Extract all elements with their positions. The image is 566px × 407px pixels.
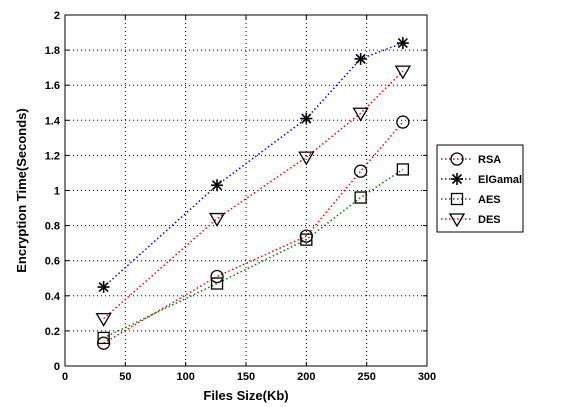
legend-label-des: DES (478, 214, 501, 226)
y-axis-title: Encryption Time(Seconds) (14, 108, 29, 272)
y-tick-label: 0.4 (45, 291, 61, 303)
data-point-aes (210, 277, 224, 290)
legend-item-elgamal: ElGamal (441, 173, 522, 186)
series-des (95, 65, 411, 327)
y-tick-label: 1.8 (45, 45, 60, 57)
triangle-marker (208, 212, 226, 227)
data-point-rsa (353, 164, 368, 178)
asterisk-marker (211, 179, 224, 192)
y-tick-label: 2 (54, 10, 60, 22)
circle-marker (450, 152, 464, 166)
data-point-elgamal (396, 37, 409, 50)
legend: RSA ElGamal AES DES (436, 144, 524, 233)
circle-marker (210, 269, 224, 284)
y-tick-label: 1.4 (45, 115, 61, 127)
square-marker (354, 191, 367, 204)
legend-item-aes: AES (441, 192, 501, 206)
data-point-aes (97, 331, 110, 345)
y-tick-label: 0 (54, 361, 60, 373)
asterisk-marker (300, 112, 313, 125)
x-tick-label: 150 (237, 371, 255, 383)
triangle-marker (352, 107, 369, 122)
data-point-des (95, 312, 112, 327)
x-tick-label: 0 (62, 371, 68, 383)
data-point-aes (300, 233, 313, 246)
x-tick-label: 250 (357, 371, 375, 383)
data-point-des (298, 151, 315, 166)
asterisk-marker (97, 281, 110, 294)
y-tick-label: 0.8 (45, 221, 60, 233)
data-point-des (352, 107, 369, 122)
triangle-marker (394, 65, 411, 80)
square-marker (450, 192, 464, 206)
data-point-des (208, 212, 226, 227)
x-axis-title: Files Size(Kb) (203, 388, 288, 403)
x-tick-label: 300 (418, 371, 436, 383)
x-tick-label: 100 (176, 371, 194, 383)
data-point-aes (396, 163, 410, 176)
square-marker (210, 277, 224, 290)
asterisk-marker (354, 52, 367, 65)
data-point-elgamal (211, 179, 224, 192)
asterisk-marker (451, 173, 463, 185)
y-tick-label: 1.6 (45, 80, 60, 92)
legend-item-rsa: RSA (441, 152, 501, 166)
data-point-elgamal (97, 281, 110, 294)
series-line-des (103, 70, 404, 320)
y-tick-label: 0.2 (45, 326, 60, 338)
legend-label-aes: AES (478, 194, 501, 206)
y-tick-label: 1 (54, 186, 60, 198)
data-point-des (394, 65, 411, 80)
square-marker (300, 233, 313, 246)
triangle-marker (95, 312, 112, 327)
series-line-elgamal (103, 42, 404, 288)
data-point-rsa (396, 115, 410, 129)
x-tick-label: 200 (297, 371, 315, 383)
series-layer (95, 37, 411, 350)
series-aes (97, 163, 410, 345)
legend-item-des: DES (441, 213, 501, 228)
square-marker (97, 331, 110, 345)
y-tick-label: 0.6 (45, 256, 60, 268)
data-point-aes (354, 191, 367, 204)
asterisk-marker (396, 37, 409, 50)
series-rsa (96, 115, 410, 350)
x-tick-label: 50 (119, 371, 131, 383)
legend-label-elgamal: ElGamal (478, 174, 522, 186)
square-marker (396, 163, 410, 176)
grid (65, 15, 427, 366)
triangle-marker (298, 151, 315, 166)
ticks: 0 50 100 150 200 250 300 0 0.2 0.4 0.6 0.8 1 1.2 1.4 1.… (45, 10, 436, 383)
data-point-elgamal (300, 112, 313, 125)
data-point-elgamal (354, 52, 367, 65)
series-line-aes (103, 168, 404, 339)
circle-marker (353, 164, 368, 178)
series-elgamal (97, 37, 409, 294)
y-tick-label: 1.2 (45, 150, 60, 162)
circle-marker (396, 115, 410, 129)
triangle-marker (448, 213, 466, 228)
data-point-rsa (210, 269, 224, 284)
legend-label-rsa: RSA (478, 154, 501, 166)
